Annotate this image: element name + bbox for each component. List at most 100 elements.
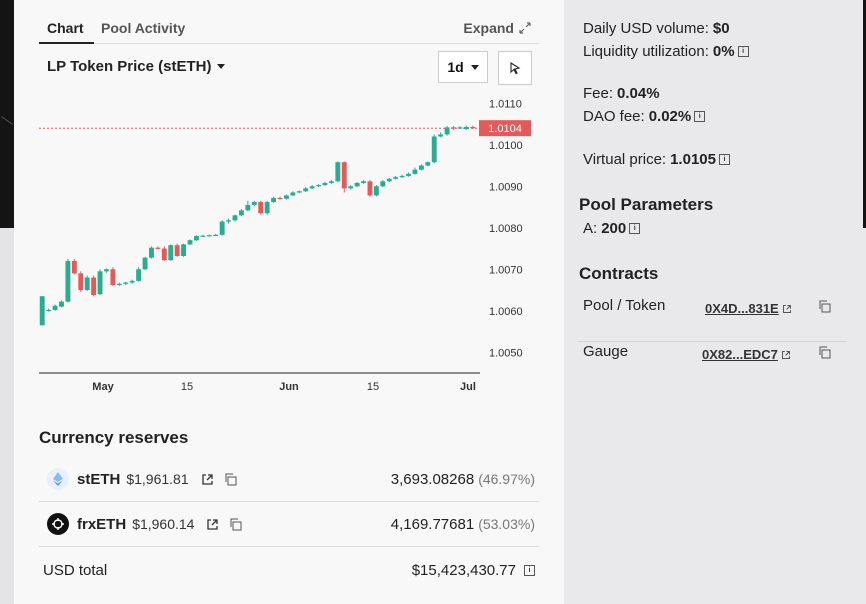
- info-icon[interactable]: i: [737, 46, 749, 57]
- candle-body: [271, 197, 277, 203]
- candle-body: [59, 301, 64, 307]
- candle-body: [463, 126, 469, 130]
- y-tick-label: 1.0070: [489, 264, 523, 276]
- expand-icon: [519, 22, 531, 34]
- candle-body: [328, 181, 334, 183]
- info-icon[interactable]: i: [694, 111, 706, 122]
- y-tick-label: 1.0100: [489, 140, 523, 152]
- candle-body: [129, 280, 135, 283]
- candle-body: [309, 186, 315, 189]
- price-selector-label: LP Token Price (stETH): [47, 58, 212, 75]
- price-selector[interactable]: LP Token Price (stETH): [47, 58, 226, 75]
- period-select[interactable]: 1d: [438, 51, 488, 83]
- external-link-icon: [782, 304, 791, 313]
- current-price-label: 1.0104: [488, 123, 522, 135]
- a-label: A:: [583, 220, 598, 237]
- frxeth-icon: [47, 513, 69, 535]
- candle-body: [399, 175, 405, 178]
- candle-body: [335, 162, 341, 182]
- contract-address-link[interactable]: 0X4D...831E: [705, 301, 792, 316]
- candle-body: [110, 269, 116, 286]
- candle-body: [39, 296, 45, 326]
- virtual-price-stat: Virtual price: 1.0105 i: [583, 151, 730, 168]
- price-chart[interactable]: 1.0110 1.0100 1.0090 1.0080 1.0070 1.0060 1.00…: [14, 95, 534, 400]
- coin-price: $1,960.14: [132, 516, 195, 532]
- copy-icon[interactable]: [818, 346, 831, 364]
- tab-chart[interactable]: Chart: [47, 20, 84, 36]
- info-icon[interactable]: i: [718, 154, 730, 165]
- cursor-icon: [510, 62, 521, 75]
- dao-fee-value: 0.02%: [648, 108, 692, 125]
- y-tick-label: 1.0080: [489, 223, 523, 235]
- external-link-icon[interactable]: [206, 518, 219, 531]
- coin-name: frxETH: [77, 515, 127, 533]
- contract-label: Gauge: [583, 343, 629, 360]
- chevron-down-icon: [217, 64, 226, 69]
- coin-name: stETH: [77, 470, 121, 488]
- dao-fee-label: DAO fee:: [583, 108, 645, 125]
- candle-body: [354, 182, 360, 187]
- info-icon[interactable]: i: [629, 223, 641, 234]
- contract-row-pool: Pool / Token 0X4D...831E: [579, 297, 847, 342]
- candle-body: [373, 186, 379, 196]
- fee-stat: Fee: 0.04%: [583, 85, 660, 102]
- external-link-icon: [781, 350, 790, 359]
- candle-body: [194, 236, 199, 241]
- candle-body: [341, 162, 347, 189]
- cursor-tool-button[interactable]: [498, 51, 532, 85]
- usd-total-value: $15,423,430.77: [411, 561, 516, 579]
- y-tick-label: 1.0090: [489, 181, 523, 193]
- reserve-percent: (46.97%): [478, 471, 535, 487]
- candle-body: [174, 245, 180, 256]
- candle-body: [322, 182, 328, 186]
- contracts-title: Contracts: [579, 264, 659, 283]
- candle-body: [46, 309, 52, 312]
- chart-panel: Chart Pool Activity Expand LP Token Pric…: [14, 0, 564, 604]
- candle-body: [316, 185, 321, 187]
- pool-parameters-title: Pool Parameters: [579, 195, 714, 214]
- tab-divider: [94, 43, 539, 44]
- daily-volume-label: Daily USD volume:: [583, 20, 709, 37]
- tab-pool-activity[interactable]: Pool Activity: [101, 20, 186, 36]
- candle-body: [425, 162, 431, 166]
- candle-body: [200, 235, 206, 237]
- daily-volume-stat: Daily USD volume: $0: [583, 20, 730, 37]
- candle-body: [258, 202, 264, 214]
- copy-icon[interactable]: [224, 473, 237, 486]
- candle-body: [104, 269, 109, 272]
- candle-body: [418, 165, 424, 170]
- candle-body: [380, 181, 386, 187]
- steth-icon: [47, 468, 69, 490]
- candle-body: [386, 178, 392, 182]
- y-tick-label: 1.0060: [489, 306, 523, 318]
- y-tick-label: 1.0110: [489, 98, 522, 110]
- a-value: 200: [601, 220, 627, 237]
- candle-body: [84, 277, 90, 291]
- copy-icon[interactable]: [818, 300, 831, 318]
- fee-value: 0.04%: [617, 85, 660, 102]
- period-value: 1d: [447, 59, 464, 75]
- candle-body: [91, 277, 97, 295]
- candle-body: [444, 127, 450, 135]
- contract-address-link[interactable]: 0X82...EDC7: [702, 347, 791, 362]
- candle-body: [296, 191, 302, 193]
- expand-button[interactable]: Expand: [463, 20, 532, 36]
- reserve-row: stETH $1,961.81 3,693.08268 (46.97%): [39, 457, 539, 502]
- current-price-badge: [479, 120, 531, 137]
- reserve-amount: 3,693.08268: [390, 470, 475, 488]
- currency-reserves-title: Currency reserves: [39, 428, 189, 447]
- candle-body: [97, 271, 103, 295]
- expand-label: Expand: [463, 20, 514, 36]
- info-icon[interactable]: i: [524, 564, 535, 576]
- candle-body: [470, 126, 476, 129]
- candle-body: [65, 260, 71, 302]
- usd-total-label: USD total: [43, 561, 108, 579]
- pool-info-panel: Daily USD volume: $0 Liquidity utilizati…: [564, 0, 863, 604]
- copy-icon[interactable]: [229, 518, 242, 531]
- x-tick-label: May: [92, 381, 114, 393]
- x-tick-label: 15: [367, 381, 379, 393]
- external-link-icon[interactable]: [201, 473, 214, 486]
- candle-body: [136, 269, 142, 281]
- candle-body: [251, 202, 257, 205]
- x-tick-label: Jun: [279, 381, 299, 393]
